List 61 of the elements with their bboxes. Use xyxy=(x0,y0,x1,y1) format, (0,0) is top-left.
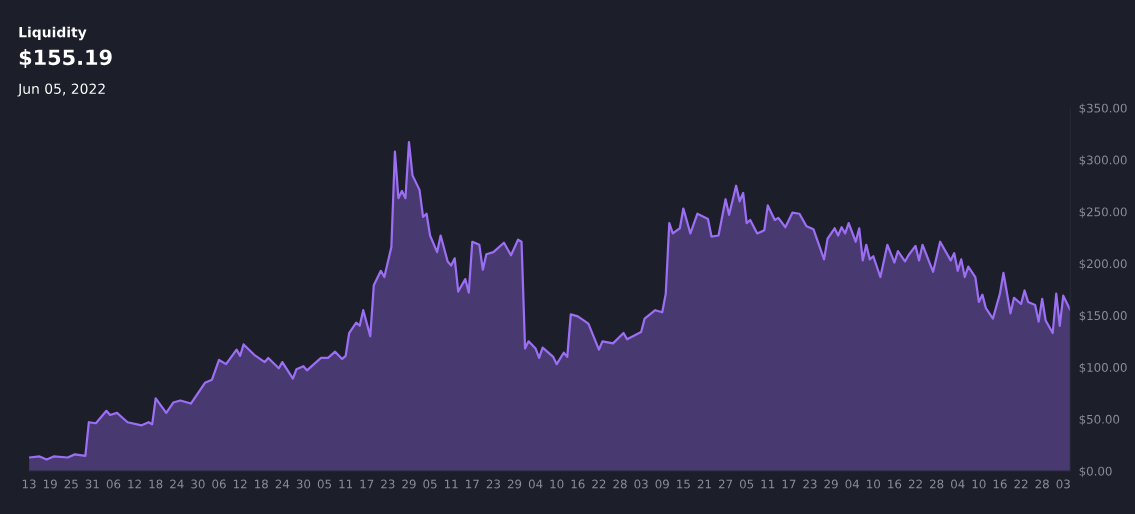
x-tick-label: 09 xyxy=(655,479,669,489)
x-tick-label: 16 xyxy=(993,479,1007,489)
x-tick-label: 27 xyxy=(718,479,733,489)
x-tick-label: 31 xyxy=(85,479,99,489)
x-tick-label: 10 xyxy=(972,479,986,489)
text: Jun 05, 2022 xyxy=(17,83,105,97)
x-tick-label: 12 xyxy=(128,479,141,489)
y-tick-label: $150.00 xyxy=(1079,310,1127,322)
x-tick-label: 18 xyxy=(149,479,163,489)
x-tick-label: 10 xyxy=(550,479,564,489)
x-tick-label: 05 xyxy=(317,479,332,489)
x-tick-label: 22 xyxy=(908,479,922,489)
x-tick-label: 23 xyxy=(486,479,500,489)
y-tick-label: $0.00 xyxy=(1079,466,1112,478)
x-tick-label: 29 xyxy=(402,479,416,489)
x-tick-label: 23 xyxy=(803,479,817,489)
x-tick-label: 05 xyxy=(423,479,437,489)
x-tick-label: 11 xyxy=(339,479,353,489)
chart-subtitle: $155.19 xyxy=(19,49,112,68)
x-tick-label: 05 xyxy=(739,479,754,489)
x-tick-label: 17 xyxy=(360,479,374,489)
x-tick-label: 22 xyxy=(592,479,606,489)
x-tick-label: 13 xyxy=(22,479,36,489)
x-tick-label: 04 xyxy=(528,479,543,489)
y-tick-label: $100.00 xyxy=(1079,362,1127,374)
x-tick-label: 04 xyxy=(845,479,860,489)
x-tick-label: 17 xyxy=(466,479,479,489)
x-tick-label: 28 xyxy=(613,479,627,489)
x-tick-label: 21 xyxy=(697,479,711,489)
x-tick-label: 28 xyxy=(1035,479,1049,489)
x-tick-label: 04 xyxy=(951,479,965,489)
y-tick-label: $200.00 xyxy=(1079,259,1127,270)
x-tick-label: 16 xyxy=(571,479,585,489)
x-tick-label: 03 xyxy=(634,479,648,489)
chart-title: Liquidity xyxy=(19,26,87,41)
x-tick-label: 19 xyxy=(43,479,57,489)
x-tick-label: 11 xyxy=(761,479,775,489)
y-tick-label: $350.00 xyxy=(1079,103,1127,115)
x-tick-label: 03 xyxy=(1056,479,1070,489)
x-tick-label: 25 xyxy=(64,479,78,489)
x-tick-label: 28 xyxy=(929,479,944,489)
x-tick-label: 10 xyxy=(867,479,881,489)
x-tick-label: 15 xyxy=(677,479,690,489)
x-tick-label: 17 xyxy=(782,479,796,489)
x-tick-label: 16 xyxy=(888,479,902,489)
x-tick-label: 06 xyxy=(212,479,226,489)
x-tick-label: 29 xyxy=(507,479,522,489)
x-tick-label: 18 xyxy=(255,479,268,489)
x-tick-label: 24 xyxy=(170,479,184,489)
y-tick-label: $250.00 xyxy=(1079,207,1127,218)
x-tick-label: 30 xyxy=(296,479,311,489)
y-tick-label: $300.00 xyxy=(1079,155,1127,167)
x-tick-label: 30 xyxy=(191,479,205,489)
x-tick-label: 06 xyxy=(106,479,121,489)
x-tick-label: 29 xyxy=(824,479,838,489)
x-tick-label: 22 xyxy=(1014,479,1028,489)
x-tick-label: 23 xyxy=(381,479,395,489)
y-tick-label: $50.00 xyxy=(1079,414,1120,426)
x-tick-label: 11 xyxy=(444,479,458,489)
x-tick-label: 24 xyxy=(275,479,290,489)
x-tick-label: 12 xyxy=(233,479,247,489)
